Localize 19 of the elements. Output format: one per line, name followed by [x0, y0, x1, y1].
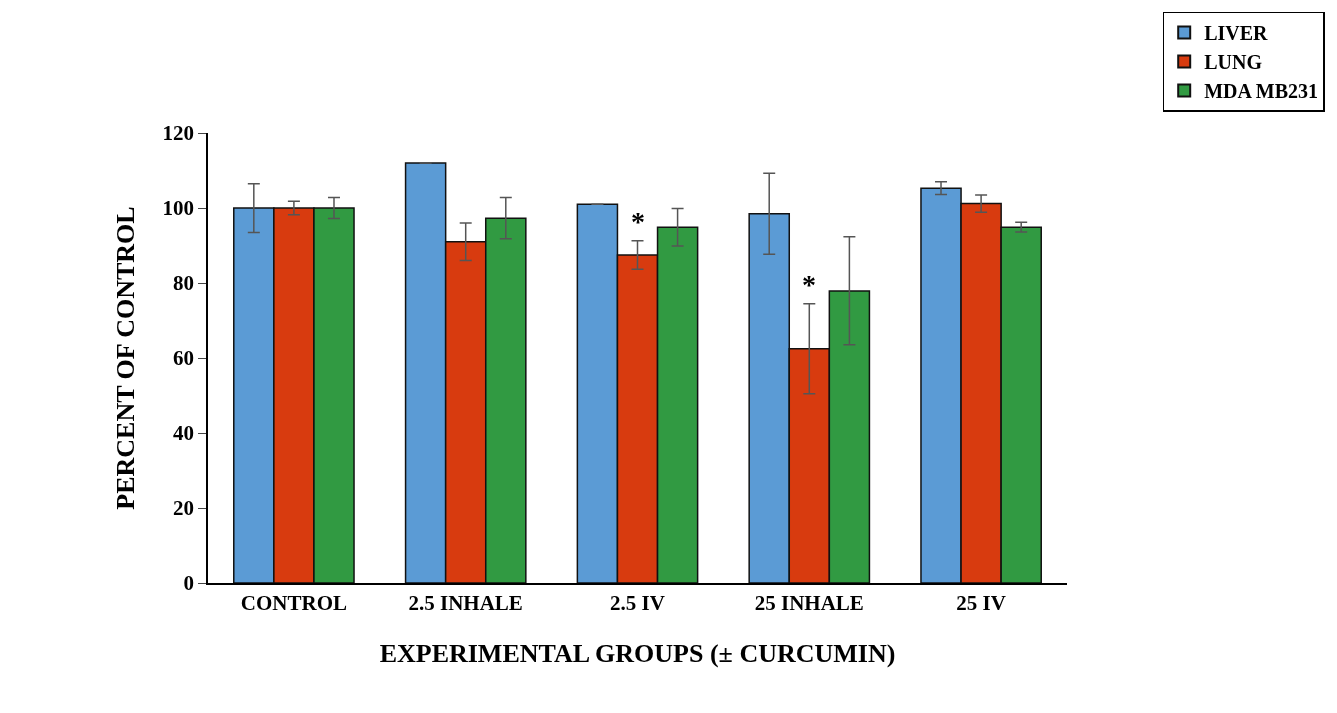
x-tick-label: CONTROL: [240, 590, 347, 615]
y-tick-label: 20: [173, 496, 195, 521]
y-tick-label: 0: [183, 571, 195, 596]
y-tick-label: 120: [162, 121, 195, 146]
y-tick-label: 60: [173, 346, 195, 371]
legend-label: MDA MB231: [1204, 80, 1319, 103]
x-tick-label: 25 IV: [956, 590, 1006, 615]
legend-label: LUNG: [1204, 51, 1263, 74]
y-tick-label: 100: [162, 196, 195, 221]
y-tick-label: 80: [173, 271, 195, 296]
annotation: *: [631, 206, 645, 237]
y-tick-label: 40: [173, 421, 195, 446]
y-axis-title: PERCENT OF CONTROL: [111, 206, 141, 510]
x-tick-label: 2.5 IV: [610, 590, 665, 615]
annotation: *: [802, 269, 816, 300]
x-tick-label: 25 INHALE: [754, 590, 864, 615]
x-axis-title: EXPERIMENTAL GROUPS (± CURCUMIN): [379, 639, 896, 669]
x-tick-label: 2.5 INHALE: [408, 590, 523, 615]
legend-label: LIVER: [1204, 22, 1269, 45]
